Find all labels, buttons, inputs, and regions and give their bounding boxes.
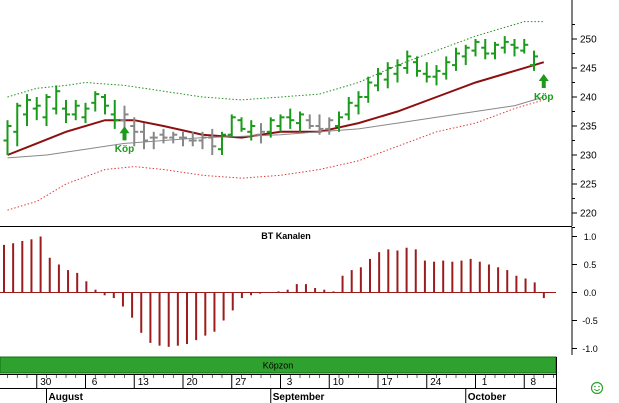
price-bar [52,85,61,115]
price-bar [140,123,148,150]
price-bar [383,62,392,89]
day-tick-label: 20 [186,377,198,388]
price-bar [374,68,382,92]
smiley-icon [590,381,604,395]
x-axis: 30 6 13 20 27 3 10 17 24 1 8 August September Octobe… [0,357,557,403]
price-bar [71,99,80,121]
price-tick-label: 240 [580,93,597,104]
price-bar [286,108,295,129]
price-bar [510,39,519,57]
price-bar [169,131,178,144]
price-tick-label: 245 [580,64,597,75]
long-average-line [7,96,544,159]
buy-zone: Köpzon [0,356,557,374]
day-tick-label: 8 [530,377,536,388]
oscillator-tick-label: 1.0 [584,232,597,242]
price-bar [32,97,41,121]
month-label: October [468,392,506,403]
price-bar [461,44,470,66]
price-bar [335,111,343,132]
price-bar [364,76,373,103]
price-bar [91,91,100,112]
price-bar [305,114,314,129]
price-bar [81,102,90,124]
price-bar [471,39,480,57]
oscillator-tick-label: 0.0 [584,288,597,298]
day-tick-label: 13 [138,377,150,388]
price-tick-label: 220 [580,209,597,220]
oscillator-panel: BT Kanalen 1.0 0.5 0.0 -0.5 -1.0 [0,227,598,355]
day-tick-label: 3 [287,377,293,388]
price-bar [237,117,246,132]
price-bar [188,131,197,147]
price-bar [62,99,70,124]
price-tick-label: 235 [580,122,597,133]
price-bar [276,114,285,132]
price-bar [13,102,22,147]
day-tick-label: 1 [482,377,488,388]
price-bar [422,62,431,83]
price-bar [42,94,51,126]
price-bar [296,111,304,132]
up-arrow-icon [538,74,549,88]
day-tick-label: 24 [430,377,442,388]
price-tick-label: 225 [580,180,597,191]
price-bar [110,99,119,129]
price-bar [325,117,334,135]
price-bar [344,97,353,121]
day-tick-label: 30 [40,377,52,388]
oscillator-tick-label: -0.5 [582,316,598,326]
buy-signal: Köp [115,126,134,155]
oscillator-tick-label: -1.0 [582,344,598,354]
lower-band-line [7,99,544,211]
price-tick-label: 230 [580,151,597,162]
up-arrow-icon [119,126,130,141]
price-bar [315,114,324,135]
buy-signal-label: Köp [115,144,134,155]
price-bar [442,56,451,80]
price-bar [101,94,109,115]
day-tick-label: 17 [381,377,393,388]
price-bar [403,50,412,74]
day-tick-label: 6 [92,377,98,388]
price-panel: Köp Köp 220 225 230 235 240 245 250 [3,0,597,228]
price-bar [530,50,538,71]
buy-signal: Köp [534,74,553,103]
price-bar [393,59,402,83]
price-bar [247,120,256,141]
price-bar [481,39,490,60]
price-bar [208,128,217,155]
price-bar [500,36,509,54]
price-tick-label: 250 [580,35,597,46]
day-tick-label: 10 [333,377,345,388]
price-bar [491,41,499,60]
price-bar [218,131,226,155]
price-bar [413,56,421,77]
price-bar [354,91,363,115]
price-bar [149,131,158,150]
price-bar [257,123,265,144]
price-bar [130,117,139,147]
buy-zone-label: Köpzon [263,361,294,371]
buy-signal-label: Köp [534,92,553,103]
price-bar [452,47,460,71]
price-bar [179,131,187,147]
price-bar [520,39,529,54]
oscillator-title: BT Kanalen [261,231,311,241]
price-bar [227,114,236,138]
day-tick-label: 27 [235,377,247,388]
price-bar [159,128,168,144]
price-bar [3,120,12,155]
upper-band-line [7,21,544,101]
price-bar [266,117,275,138]
month-label: August [49,392,84,403]
price-bar [432,65,441,86]
price-bar [23,94,31,126]
month-label: September [273,392,325,403]
price-bar [198,131,207,150]
oscillator-tick-label: 0.5 [584,260,597,270]
